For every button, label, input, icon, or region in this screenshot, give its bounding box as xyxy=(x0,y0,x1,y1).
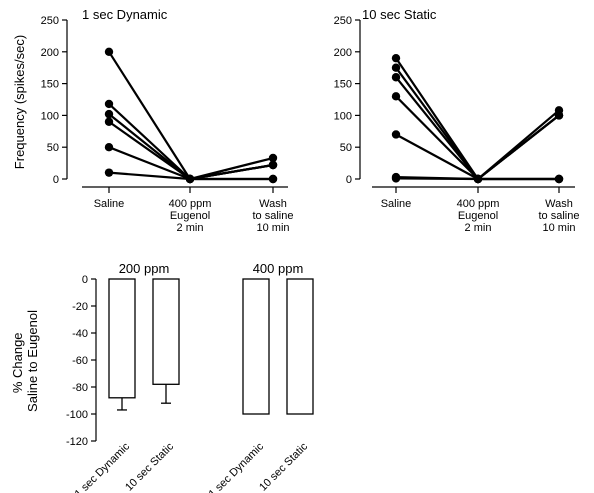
dynamic-x-tick-label-line: Wash xyxy=(259,198,287,210)
panel-percent-change: % Change Saline to Eugenol 0 -20 -40 -60 -80… xyxy=(10,261,314,493)
dynamic-data-point xyxy=(104,168,114,177)
static-data-point xyxy=(391,53,401,63)
bar xyxy=(286,278,314,415)
dynamic-y-tick-label: 0 xyxy=(53,174,59,186)
y-axis-label-line-2: Saline to Eugenol xyxy=(25,310,40,412)
panel-10-sec-static: 10 sec Static 0 50 100 150 200 250 Saline 400 p… xyxy=(334,7,580,234)
static-y-tick-label: 100 xyxy=(334,110,352,122)
dynamic-data-point xyxy=(104,109,114,119)
dynamic-series-line xyxy=(108,120,274,181)
y-axis-label-percent-change: % Change Saline to Eugenol xyxy=(10,310,40,412)
dynamic-y-tick-label: 50 xyxy=(47,142,59,154)
dynamic-x-tick-label: Wash to saline 10 min xyxy=(253,198,294,234)
static-x-tick-label-line: Saline xyxy=(381,198,412,210)
panel-title-1-sec-dynamic: 1 sec Dynamic xyxy=(82,7,168,22)
dynamic-y-tick-label: 250 xyxy=(41,15,59,27)
y-axis-label-line-1: % Change xyxy=(10,332,25,393)
static-series-line xyxy=(395,57,560,181)
bar-y-tick-label: -40 xyxy=(72,328,88,340)
static-data-point xyxy=(473,174,483,184)
bar-y-tick-label: -100 xyxy=(66,409,88,421)
dynamic-data-point xyxy=(268,160,278,170)
dynamic-x-tick-label-line: 10 min xyxy=(256,222,289,234)
y-axis-label-frequency: Frequency (spikes/sec) xyxy=(12,35,27,169)
dynamic-series-line xyxy=(108,103,274,181)
static-y-tick-label: 200 xyxy=(334,47,352,59)
static-x-tick-label: Saline xyxy=(381,198,412,210)
group-label: 200 ppm xyxy=(119,261,170,276)
static-y-tick-label: 0 xyxy=(346,174,352,186)
static-x-tick-label-line: to saline xyxy=(539,210,580,222)
bar xyxy=(108,278,136,399)
static-data-point xyxy=(391,174,401,183)
dynamic-data-point xyxy=(268,153,278,163)
dynamic-x-tick-label: 400 ppm Eugenol 2 min xyxy=(169,198,212,234)
group-label: 400 ppm xyxy=(253,261,304,276)
bar-y-tick-label: -20 xyxy=(72,301,88,313)
static-x-tick-label-line: Wash xyxy=(545,198,573,210)
dynamic-x-tick-label-line: to saline xyxy=(253,210,294,222)
static-x-tick-label-line: 400 ppm xyxy=(457,198,500,210)
panel-title-10-sec-static: 10 sec Static xyxy=(362,7,437,22)
static-x-tick-label-line: 10 min xyxy=(542,222,575,234)
panel-1-sec-dynamic: Frequency (spikes/sec) 1 sec Dynamic 0 50… xyxy=(12,7,293,234)
bar xyxy=(152,278,180,385)
static-y-tick-label: 50 xyxy=(340,142,352,154)
dynamic-x-tick-label: Saline xyxy=(94,198,125,210)
dynamic-x-tick-label-line: Eugenol xyxy=(170,210,210,222)
static-series-line xyxy=(395,133,559,181)
static-data-point xyxy=(391,130,401,139)
bar-y-tick-label: 0 xyxy=(82,274,88,286)
static-x-tick-label-line: Eugenol xyxy=(458,210,498,222)
static-x-tick-label: 400 ppm Eugenol 2 min xyxy=(457,198,500,234)
static-x-tick-label: Wash to saline 10 min xyxy=(539,198,580,234)
dynamic-x-tick-label-line: Saline xyxy=(94,198,125,210)
dynamic-data-point xyxy=(185,174,195,184)
static-x-tick-label-line: 2 min xyxy=(465,222,492,234)
static-series-line xyxy=(395,67,560,181)
dynamic-x-tick-label-line: 400 ppm xyxy=(169,198,212,210)
static-data-point xyxy=(554,111,564,120)
dynamic-series-line xyxy=(108,51,274,181)
dynamic-data-point xyxy=(104,117,114,126)
dynamic-data-point xyxy=(268,174,278,184)
static-y-tick-label: 250 xyxy=(334,15,352,27)
bar-y-tick-label: -80 xyxy=(72,382,88,394)
dynamic-data-point xyxy=(104,99,114,109)
bar xyxy=(242,278,270,415)
dynamic-data-point xyxy=(104,143,114,152)
static-y-tick-label: 150 xyxy=(334,79,352,91)
bar-y-tick-label: -60 xyxy=(72,355,88,367)
dynamic-x-tick-label-line: 2 min xyxy=(177,222,204,234)
static-data-point xyxy=(554,174,564,184)
bar-y-tick-label: -120 xyxy=(66,436,88,448)
static-data-point xyxy=(391,63,401,72)
dynamic-y-tick-label: 150 xyxy=(41,79,59,91)
dynamic-y-tick-label: 200 xyxy=(41,47,59,59)
dynamic-data-point xyxy=(104,47,114,56)
static-data-point xyxy=(391,73,401,82)
dynamic-y-tick-label: 100 xyxy=(41,110,59,122)
static-data-point xyxy=(391,92,401,101)
